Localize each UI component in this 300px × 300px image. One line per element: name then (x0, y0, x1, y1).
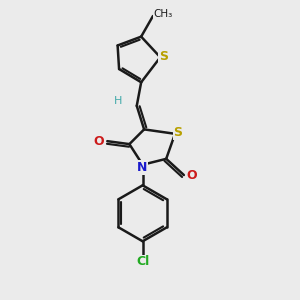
Text: O: O (187, 169, 197, 182)
Text: N: N (137, 161, 147, 174)
Text: CH₃: CH₃ (154, 9, 173, 19)
Text: Cl: Cl (136, 255, 149, 268)
Text: S: S (159, 50, 168, 63)
Text: O: O (94, 135, 104, 148)
Text: S: S (173, 126, 182, 139)
Text: H: H (113, 96, 122, 106)
